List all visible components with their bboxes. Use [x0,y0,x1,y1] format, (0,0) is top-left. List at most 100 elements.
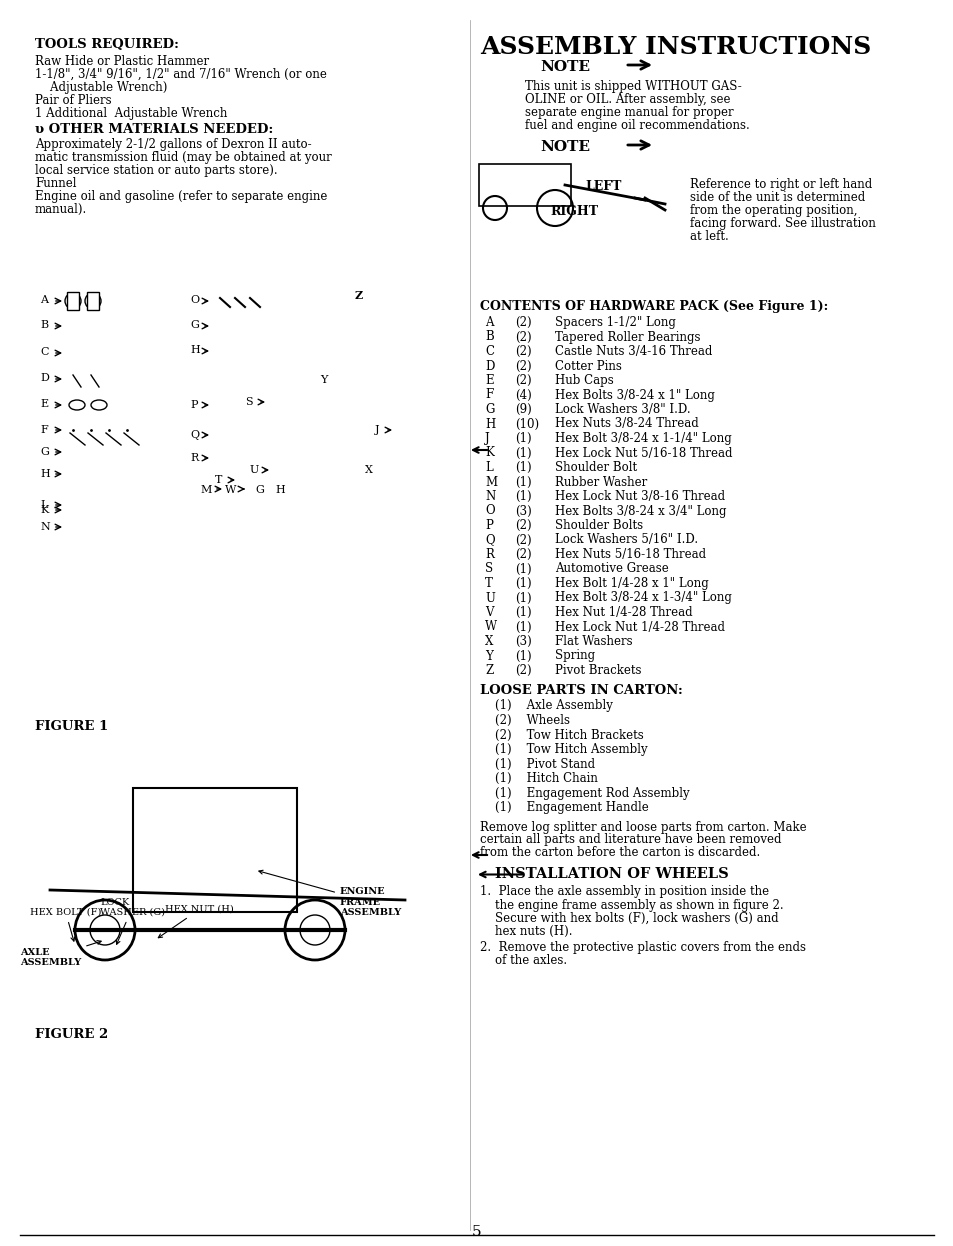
Text: F: F [40,425,48,435]
Text: υ OTHER MATERIALS NEEDED:: υ OTHER MATERIALS NEEDED: [35,123,274,136]
Text: L: L [484,461,493,473]
Text: Hex Nuts 3/8-24 Thread: Hex Nuts 3/8-24 Thread [555,417,698,431]
Text: Reference to right or left hand: Reference to right or left hand [689,178,871,191]
Text: W: W [225,485,236,495]
Text: LOOSE PARTS IN CARTON:: LOOSE PARTS IN CARTON: [479,684,682,697]
Text: N: N [40,522,50,532]
Text: LOCK
WASHER (G): LOCK WASHER (G) [100,897,165,944]
Text: S: S [245,397,253,407]
Text: D: D [40,373,49,383]
Text: L: L [40,500,48,510]
Text: J: J [375,425,379,435]
Text: Pivot Brackets: Pivot Brackets [555,664,640,677]
Text: 1-1/8", 3/4" 9/16", 1/2" and 7/16" Wrench (or one: 1-1/8", 3/4" 9/16", 1/2" and 7/16" Wrenc… [35,69,327,81]
Text: Spacers 1-1/2" Long: Spacers 1-1/2" Long [555,316,675,329]
Text: M: M [200,485,212,495]
Text: X: X [365,465,373,475]
Text: Lock Washers 5/16" I.D.: Lock Washers 5/16" I.D. [555,533,698,547]
Text: (3): (3) [515,505,531,517]
Text: ASSEMBLY INSTRUCTIONS: ASSEMBLY INSTRUCTIONS [479,35,870,59]
Text: CONTENTS OF HARDWARE PACK (See Figure 1):: CONTENTS OF HARDWARE PACK (See Figure 1)… [479,300,827,313]
Text: Approximately 2-1/2 gallons of Dexron II auto-: Approximately 2-1/2 gallons of Dexron II… [35,138,312,151]
Text: (1): (1) [515,461,531,473]
Text: C: C [40,346,49,358]
FancyBboxPatch shape [35,730,435,959]
Text: Z: Z [355,290,363,302]
Text: from the carton before the carton is discarded.: from the carton before the carton is dis… [479,846,760,860]
Text: Remove log splitter and loose parts from carton. Make: Remove log splitter and loose parts from… [479,821,806,834]
Text: Q: Q [484,533,494,547]
Text: Hub Caps: Hub Caps [555,374,613,388]
Bar [87,292,99,310]
Text: separate engine manual for proper: separate engine manual for proper [524,106,733,120]
Text: hex nuts (H).: hex nuts (H). [479,925,572,937]
Text: V: V [484,606,493,619]
Text: (2): (2) [515,345,531,358]
Text: G: G [484,402,494,416]
Text: local service station or auto parts store).: local service station or auto parts stor… [35,164,277,177]
Text: Hex Bolt 1/4-28 x 1" Long: Hex Bolt 1/4-28 x 1" Long [555,577,708,591]
Bar [67,292,79,310]
Text: Hex Bolt 3/8-24 x 1-1/4" Long: Hex Bolt 3/8-24 x 1-1/4" Long [555,432,731,445]
Text: Flat Washers: Flat Washers [555,635,632,648]
Text: AXLE
ASSEMBLY: AXLE ASSEMBLY [20,941,101,967]
Text: (4): (4) [515,389,531,401]
Text: certain all parts and literature have been removed: certain all parts and literature have be… [479,834,781,846]
Text: Y: Y [484,649,493,663]
Text: U: U [250,465,259,475]
Ellipse shape [91,400,107,410]
Text: (2): (2) [515,316,531,329]
Text: H: H [40,468,50,478]
Text: A: A [40,295,48,305]
Text: (2): (2) [515,664,531,677]
Text: R: R [484,548,494,561]
Text: H: H [274,485,284,495]
Text: P: P [484,520,493,532]
Text: Automotive Grease: Automotive Grease [555,562,668,576]
Text: ENGINE
FRAME
ASSEMBLY: ENGINE FRAME ASSEMBLY [258,870,401,917]
Text: of the axles.: of the axles. [479,953,566,967]
Text: 1 Additional  Adjustable Wrench: 1 Additional Adjustable Wrench [35,107,227,120]
Text: (2)    Wheels: (2) Wheels [495,714,569,726]
Text: G: G [40,447,49,457]
Ellipse shape [69,400,85,410]
Text: (3): (3) [515,635,531,648]
Text: NOTE: NOTE [539,140,589,155]
Text: E: E [40,399,48,409]
Text: N: N [484,490,495,503]
Text: (2): (2) [515,520,531,532]
Text: D: D [484,360,494,373]
Text: K: K [484,446,494,460]
Text: Lock Washers 3/8" I.D.: Lock Washers 3/8" I.D. [555,402,690,416]
Text: Shoulder Bolts: Shoulder Bolts [555,520,642,532]
Text: O: O [484,505,494,517]
Text: (2)    Tow Hitch Brackets: (2) Tow Hitch Brackets [495,729,643,741]
Text: (1): (1) [515,562,531,576]
Text: W: W [484,621,497,633]
Text: (9): (9) [515,402,531,416]
Text: HEX BOLT (F): HEX BOLT (F) [30,908,101,941]
Text: RIGHT: RIGHT [550,206,598,218]
Text: Hex Bolts 3/8-24 x 3/4" Long: Hex Bolts 3/8-24 x 3/4" Long [555,505,726,517]
Text: Hex Lock Nut 3/8-16 Thread: Hex Lock Nut 3/8-16 Thread [555,490,724,503]
Text: Spring: Spring [555,649,595,663]
Text: B: B [40,320,48,330]
Text: (1): (1) [515,446,531,460]
Text: FIGURE 1: FIGURE 1 [35,720,108,733]
Text: Y: Y [319,375,327,385]
Bar [30,740,450,1011]
Text: H: H [190,345,199,355]
Text: T: T [214,475,222,485]
Text: Hex Nut 1/4-28 Thread: Hex Nut 1/4-28 Thread [555,606,692,619]
Text: 1.  Place the axle assembly in position inside the: 1. Place the axle assembly in position i… [479,886,768,898]
Text: (1)    Tow Hitch Assembly: (1) Tow Hitch Assembly [495,743,647,756]
Text: Q: Q [190,430,199,440]
Text: LEFT: LEFT [584,179,620,193]
Text: This unit is shipped WITHOUT GAS-: This unit is shipped WITHOUT GAS- [524,80,741,93]
Text: (2): (2) [515,548,531,561]
Text: (1)    Axle Assembly: (1) Axle Assembly [495,699,612,713]
Text: (1): (1) [515,577,531,591]
Text: (1): (1) [515,606,531,619]
Text: Funnel: Funnel [35,177,76,189]
Text: facing forward. See illustration: facing forward. See illustration [689,217,875,231]
